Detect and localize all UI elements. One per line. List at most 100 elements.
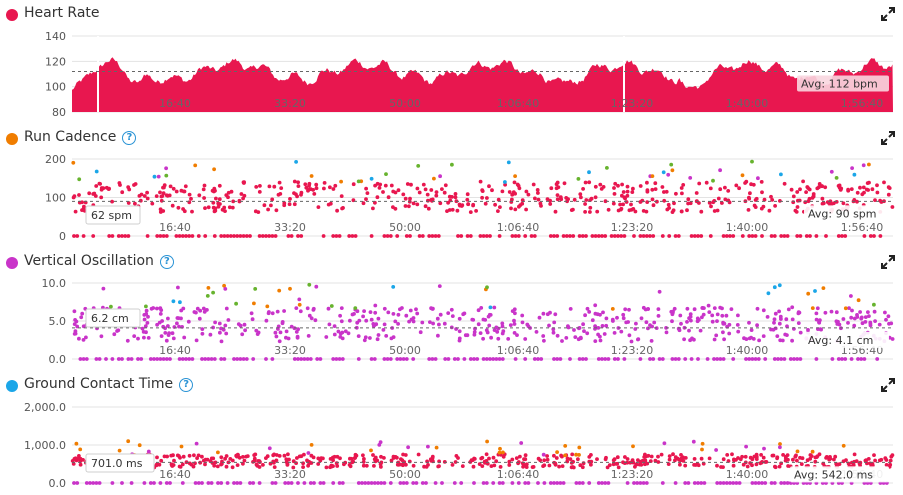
data-point xyxy=(463,333,468,338)
help-icon[interactable]: ? xyxy=(122,131,137,145)
data-point xyxy=(666,202,671,207)
data-point xyxy=(487,456,491,461)
expand-icon[interactable] xyxy=(881,254,895,269)
data-point xyxy=(512,180,517,185)
zero-point xyxy=(731,234,736,238)
data-point xyxy=(712,337,717,342)
data-point xyxy=(815,306,820,311)
data-point xyxy=(200,454,204,459)
zero-point xyxy=(190,234,195,238)
data-point xyxy=(391,189,396,194)
y-tick-label: 0 xyxy=(59,230,66,243)
zero-point xyxy=(875,357,880,361)
data-point xyxy=(154,463,159,468)
data-point xyxy=(761,308,766,313)
data-point xyxy=(844,458,848,462)
data-point xyxy=(324,465,329,470)
data-point xyxy=(485,196,489,200)
help-icon[interactable]: ? xyxy=(159,255,174,269)
outlier-point xyxy=(206,286,211,290)
data-point xyxy=(408,196,412,201)
zero-point xyxy=(683,481,688,485)
zero-point xyxy=(427,357,432,361)
data-point xyxy=(252,453,257,457)
data-point xyxy=(77,193,81,197)
data-point xyxy=(449,307,454,312)
scatter-points[interactable] xyxy=(72,282,895,361)
zero-point xyxy=(475,357,480,361)
data-point xyxy=(164,338,169,343)
data-point xyxy=(560,454,564,459)
zero-point xyxy=(433,481,438,485)
data-point xyxy=(215,464,220,469)
zero-point xyxy=(238,481,243,485)
data-point xyxy=(720,313,725,318)
chart-svg[interactable]: 2,000.01,000.00.016:40 33:20 50:00 1:06:40 1… xyxy=(0,371,903,495)
heart-rate-area[interactable] xyxy=(72,57,893,112)
outlier-point xyxy=(179,444,184,449)
zero-point xyxy=(308,357,313,361)
data-point xyxy=(382,456,386,460)
data-point xyxy=(267,310,271,314)
data-point xyxy=(145,196,150,201)
data-point xyxy=(653,458,658,463)
data-point xyxy=(523,457,528,462)
expand-icon[interactable] xyxy=(881,6,895,21)
data-point xyxy=(555,333,560,338)
expand-icon[interactable] xyxy=(881,377,895,392)
data-point xyxy=(612,192,617,196)
outlier-point xyxy=(146,449,151,454)
data-point xyxy=(600,324,605,328)
x-tick-label: 1:40:00 xyxy=(726,97,768,110)
panel-title-text: Ground Contact Time xyxy=(24,376,174,392)
data-point xyxy=(545,312,550,317)
zero-point xyxy=(587,481,592,485)
outlier-point xyxy=(426,444,430,449)
data-point xyxy=(777,464,782,469)
zero-point xyxy=(232,357,236,361)
data-point xyxy=(203,462,207,467)
help-icon[interactable]: ? xyxy=(179,378,194,392)
data-point xyxy=(270,197,275,202)
data-point xyxy=(698,328,703,333)
data-point xyxy=(503,182,507,187)
zero-point xyxy=(660,481,665,485)
data-point xyxy=(865,181,870,185)
data-point xyxy=(507,463,512,467)
zero-point xyxy=(206,481,211,485)
data-point xyxy=(517,204,521,209)
chart-svg[interactable]: 10.05.00.016:40 33:20 50:00 1:06:40 1:23:20 1… xyxy=(0,248,903,372)
data-point xyxy=(379,454,383,459)
data-point xyxy=(583,180,588,185)
x-tick-label: 33:20 xyxy=(274,344,306,357)
data-point xyxy=(890,205,895,209)
zero-point xyxy=(750,481,755,485)
data-point xyxy=(646,453,651,458)
outlier-point xyxy=(555,450,559,454)
cursor-label: 701.0 ms xyxy=(91,457,143,470)
zero-point xyxy=(737,481,742,485)
x-tick-label: 33:20 xyxy=(274,97,306,110)
zero-point xyxy=(158,357,163,361)
zero-point xyxy=(187,234,192,238)
data-point xyxy=(296,184,301,188)
data-point xyxy=(588,205,593,210)
data-point xyxy=(351,182,356,187)
outlier-point xyxy=(810,449,815,454)
data-point xyxy=(834,200,839,204)
data-point xyxy=(208,332,213,337)
zero-point xyxy=(158,234,163,238)
data-point xyxy=(627,307,631,312)
zero-point xyxy=(673,357,678,361)
data-point xyxy=(674,191,678,196)
outlier-point xyxy=(485,285,489,290)
expand-icon[interactable] xyxy=(881,130,895,145)
zero-point xyxy=(465,234,470,238)
data-point xyxy=(162,454,167,459)
outlier-point xyxy=(650,174,655,178)
outlier-point xyxy=(193,163,198,168)
scatter-points[interactable] xyxy=(71,159,895,238)
data-point xyxy=(435,316,440,321)
